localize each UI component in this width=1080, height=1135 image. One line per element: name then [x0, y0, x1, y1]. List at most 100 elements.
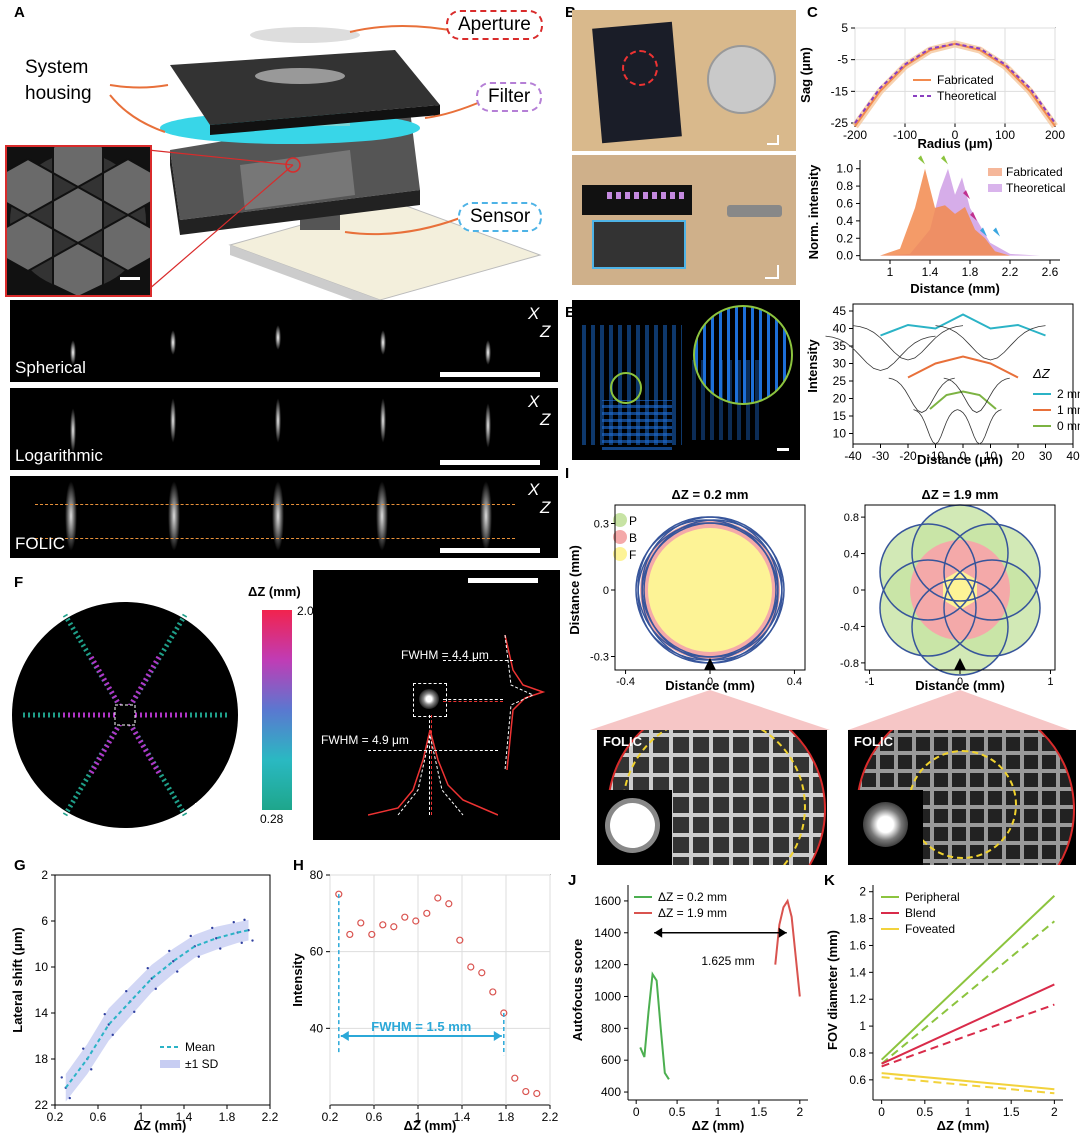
x-tick-label: 200 [1045, 128, 1065, 142]
gaussian-component [957, 409, 1002, 445]
panel-label-b: B [565, 4, 576, 21]
arrowhead [778, 927, 787, 938]
intensity-point [489, 988, 497, 996]
gaussian-component [888, 377, 955, 413]
y-tick-label: 0.8 [836, 179, 853, 193]
x-tick-label: -40 [844, 449, 862, 463]
y-tick-label: 25 [833, 374, 847, 388]
x-tick-label: 0.4 [787, 676, 802, 688]
sample-point [111, 1033, 114, 1037]
sd-band [65, 919, 249, 1102]
x-tick-label: 10 [984, 449, 998, 463]
k-xlabel: ΔZ (mm) [937, 1118, 990, 1133]
autofocus-line [639, 971, 670, 1080]
y-tick-label: 6 [41, 914, 48, 928]
x-tick-label: 0 [957, 676, 963, 688]
sample-point [125, 989, 128, 993]
x-tick-label: 2.6 [1042, 265, 1059, 279]
intensity-point [379, 921, 387, 929]
scale-bar [440, 548, 540, 553]
folic-image-1: FOLIC [597, 730, 827, 865]
sample-point [232, 920, 235, 924]
y-tick-label: 1.0 [836, 162, 853, 176]
y-tick-label: 22 [35, 1098, 49, 1112]
sample-point [103, 1012, 106, 1016]
intensity-point [390, 923, 398, 931]
y-tick-label: 400 [601, 1085, 621, 1099]
x-tick-label: -100 [893, 128, 917, 142]
x-tick-label: 2 [1051, 1105, 1058, 1119]
k-ylabel: FOV diameter (mm) [825, 930, 840, 1050]
peak-arrow [963, 190, 970, 200]
x-tick-label: 0 [878, 1105, 885, 1119]
panel-label-h: H [293, 857, 304, 874]
fov-line [880, 895, 1056, 1061]
x-tick-label: 0.6 [366, 1110, 383, 1124]
filter-callout: Filter [476, 82, 543, 112]
center-marker [954, 658, 966, 670]
x-tick-label: 1 [1047, 676, 1053, 688]
y-tick-label: 45 [833, 304, 847, 318]
y-tick-label: -15 [831, 84, 849, 98]
y-tick-label: 600 [601, 1053, 621, 1067]
intensity-point [368, 930, 376, 939]
y-tick-label: 60 [310, 945, 324, 959]
y-tick-label: 5 [841, 21, 848, 35]
legend-entry: Theoretical [937, 89, 996, 103]
h-ylabel: Intensity [290, 953, 305, 1007]
cbar-title: ΔZ (mm) [248, 584, 301, 599]
x-tick-label: -200 [843, 128, 867, 142]
x-tick-label: 40 [1066, 449, 1080, 463]
y-tick-label: 0.3 [594, 519, 609, 531]
j-gap-label: 1.625 mm [701, 954, 754, 968]
intensity-point [522, 1087, 530, 1096]
x-tick-label: -0.4 [616, 676, 635, 688]
x-tick-label: 30 [1039, 449, 1053, 463]
fov-line-dashed [881, 1076, 1055, 1095]
x-tick-label: 1.8 [498, 1110, 515, 1124]
y-tick-label: -5 [837, 53, 848, 67]
x-tick-label: -1 [865, 676, 875, 688]
intensity-point [511, 1074, 519, 1082]
e-ylabel: Intensity [805, 339, 820, 393]
y-tick-label: 2 [859, 885, 866, 899]
gaussian-component [935, 325, 1046, 361]
arrowhead [654, 927, 663, 938]
chart-k: 0 0.5 1 1.5 2 0.6 0.8 1 1.2 1.4 1.6 1.8 2 Peripheral B… [825, 885, 1063, 1133]
scale-bar [440, 460, 540, 465]
sensor-callout: Sensor [458, 202, 543, 232]
y-tick-label: 35 [833, 339, 847, 353]
theoretical-line [854, 42, 1056, 124]
psf-spherical: Spherical X Z [10, 300, 558, 382]
x-tick-label: 0 [952, 128, 959, 142]
y-tick-label: 0.6 [836, 196, 853, 210]
fov-line-dashed [881, 920, 1055, 1065]
legend-entry: 1 mm [1057, 403, 1080, 417]
g-ylabel: Lateral shift (μm) [10, 927, 25, 1032]
intensity-point [434, 894, 442, 902]
y-tick-label: 40 [833, 322, 847, 336]
psf-rosette [12, 602, 238, 828]
peak-arrow [993, 227, 1000, 237]
device-exploded-view [109, 25, 542, 300]
y-tick-label: 800 [601, 1021, 621, 1035]
y-tick-label: 40 [310, 1021, 324, 1035]
y-tick-label: 0 [853, 585, 859, 597]
legend-entry: Mean [185, 1040, 215, 1054]
legend-entry: Foveated [905, 922, 955, 936]
panel-label-j: J [568, 872, 577, 889]
mean-line [64, 929, 249, 1089]
i-title-2: ΔZ = 1.9 mm [922, 487, 999, 502]
chart-c: -200 -100 0 100 200 5 -5 -15 -25 Fabricated Theore… [800, 21, 1065, 296]
y-tick-label: 1600 [594, 894, 621, 908]
folic-label-1: FOLIC [603, 734, 642, 749]
arrowhead [340, 1031, 349, 1041]
y-tick-label: 1.6 [849, 938, 866, 952]
legend-entry: 0 mm [1057, 419, 1080, 433]
legend-entry: Fabricated [937, 73, 994, 87]
profile-line-2-mm [880, 313, 1046, 337]
legend-entry: Theoretical [1006, 181, 1065, 195]
x-tick-label: 1 [887, 265, 894, 279]
intensity-point [401, 913, 409, 921]
panel-label-i: I [565, 465, 570, 482]
